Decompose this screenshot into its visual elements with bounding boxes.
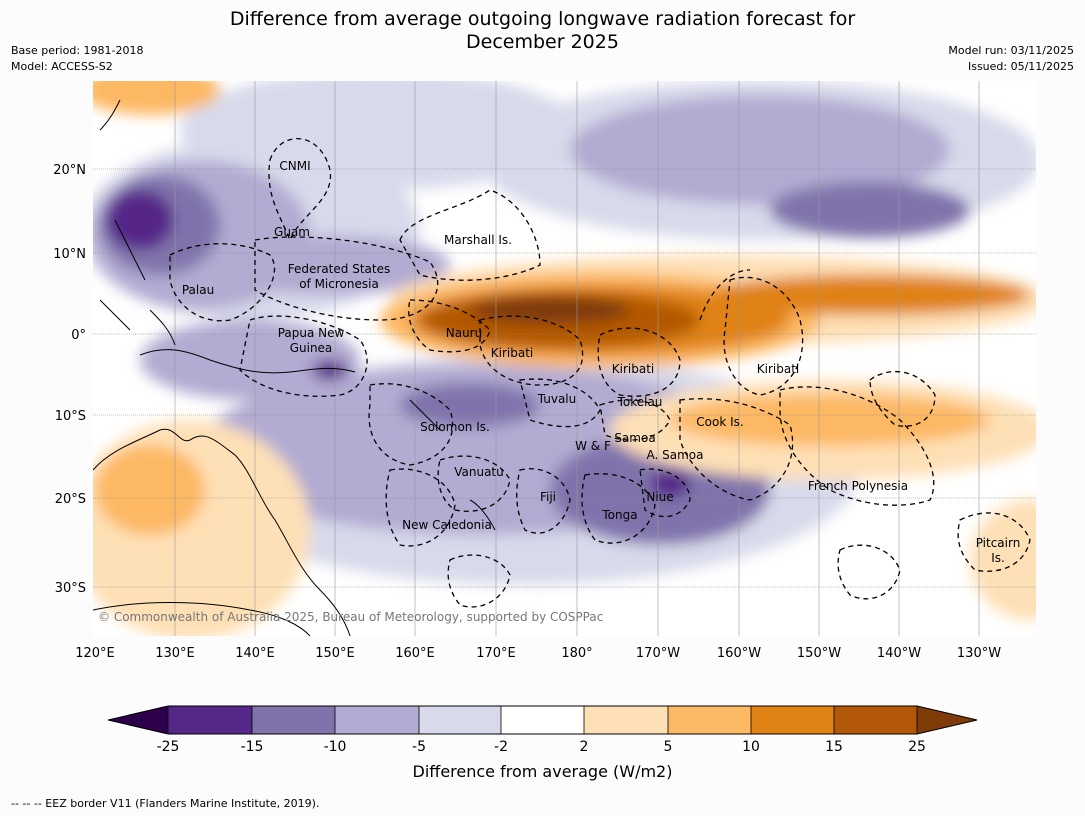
label-new-caledonia: New Caledonia [402, 518, 492, 532]
lon-tick: 150°W [797, 646, 841, 661]
label-wallis-futuna: W & F [575, 439, 611, 453]
lon-tick: 160°E [395, 646, 435, 661]
lat-tick: 20°S [55, 492, 86, 507]
label-kiribati-east: Kiribati [757, 362, 799, 376]
label-vanuatu: Vanuatu [454, 465, 504, 479]
colorbar-tick: -10 [324, 739, 347, 755]
label-nauru: Nauru [446, 326, 482, 340]
base-period: Base period: 1981-2018 [11, 44, 144, 57]
colorbar-segment [584, 706, 668, 734]
title-line-1: Difference from average outgoing longwav… [229, 8, 856, 30]
lon-axis: 120°E 130°E 140°E 150°E 160°E 170°E 180°… [75, 646, 1001, 661]
colorbar-title: Difference from average (W/m2) [412, 762, 673, 781]
lon-tick: 170°W [636, 646, 680, 661]
label-png-2: Guinea [290, 341, 333, 355]
colorbar-segment [834, 706, 917, 734]
lon-tick: 140°W [877, 646, 921, 661]
lat-axis: 20°N 10°N 0° 10°S 20°S 30°S [53, 163, 86, 596]
lat-tick: 10°N [53, 247, 86, 262]
coastlines [93, 99, 496, 636]
label-fiji: Fiji [540, 490, 556, 504]
lon-tick: 130°E [155, 646, 195, 661]
lon-tick: 170°E [476, 646, 516, 661]
colorbar-segment [668, 706, 751, 734]
eez-borders [169, 137, 1031, 608]
colorbar-over-arrow [917, 706, 977, 734]
label-niue: Niue [646, 490, 673, 504]
lat-tick: 0° [71, 328, 86, 343]
label-palau: Palau [182, 283, 214, 297]
meta-left: Base period: 1981-2018 Model: ACCESS-S2 [11, 43, 143, 75]
colorbar-segment [501, 706, 584, 734]
anomaly-field [93, 81, 1036, 636]
colorbar-tick: -5 [412, 739, 426, 755]
model-run: Model run: 03/11/2025 [948, 44, 1074, 57]
label-tuvalu: Tuvalu [537, 392, 577, 406]
label-tonga: Tonga [601, 508, 637, 522]
label-cnmi: CNMI [279, 159, 310, 173]
colorbar-segment [252, 706, 335, 734]
colorbar: -25 -15 -10 -5 -2 2 5 10 15 25 [107, 705, 978, 755]
lon-tick: 130°W [957, 646, 1001, 661]
label-png-1: Papua New [278, 326, 345, 340]
label-pitcairn-2: Is. [991, 551, 1005, 565]
lon-tick: 120°E [75, 646, 115, 661]
colorbar-tick: 15 [825, 739, 843, 755]
label-french-polynesia: French Polynesia [808, 479, 908, 493]
lat-tick: 30°S [55, 581, 86, 596]
colorbar-segment [335, 706, 419, 734]
colorbar-tick: 25 [908, 739, 926, 755]
label-solomon: Solomon Is. [420, 420, 490, 434]
lat-tick: 20°N [53, 163, 86, 178]
lon-tick: 140°E [235, 646, 275, 661]
lat-tick: 10°S [55, 409, 86, 424]
colorbar-under-arrow [108, 706, 168, 734]
label-guam: Guam [274, 225, 310, 239]
title-line-2: December 2025 [466, 31, 619, 53]
model-name: Model: ACCESS-S2 [11, 60, 113, 73]
colorbar-tick: -25 [157, 739, 180, 755]
colorbar-segment [419, 706, 501, 734]
label-kiribati-west: Kiribati [491, 346, 533, 360]
lon-tick: 150°E [315, 646, 355, 661]
colorbar-tick: -2 [494, 739, 508, 755]
copyright-note: © Commonwealth of Australia 2025, Bureau… [98, 610, 603, 624]
label-kiribati-central: Kiribati [612, 362, 654, 376]
label-tokelau: Tokelau [617, 395, 663, 409]
label-pitcairn-1: Pitcairn [976, 536, 1021, 550]
issued-date: Issued: 05/11/2025 [967, 60, 1074, 73]
label-samoa: Samoa [614, 431, 655, 445]
label-american-samoa: A. Samoa [647, 448, 704, 462]
lon-tick: 180° [561, 646, 592, 661]
map-title: Difference from average outgoing longwav… [0, 8, 1085, 54]
label-fsm-1: Federated States [288, 262, 390, 276]
colorbar-tick: 2 [580, 739, 589, 755]
region-labels: CNMI Guam Marshall Is. Federated States … [182, 159, 1020, 565]
colorbar-tick: 5 [664, 739, 673, 755]
label-marshall: Marshall Is. [444, 233, 512, 247]
label-cook: Cook Is. [696, 415, 743, 429]
label-fsm-2: of Micronesia [299, 277, 379, 291]
colorbar-segment [168, 706, 252, 734]
colorbar-tick: -15 [241, 739, 264, 755]
eez-footnote: -- -- -- EEZ border V11 (Flanders Marine… [11, 797, 320, 810]
colorbar-segment [751, 706, 834, 734]
meridians [174, 81, 980, 636]
lon-tick: 160°W [717, 646, 761, 661]
meta-right: Model run: 03/11/2025 Issued: 05/11/2025 [948, 43, 1074, 75]
colorbar-tick: 10 [742, 739, 760, 755]
